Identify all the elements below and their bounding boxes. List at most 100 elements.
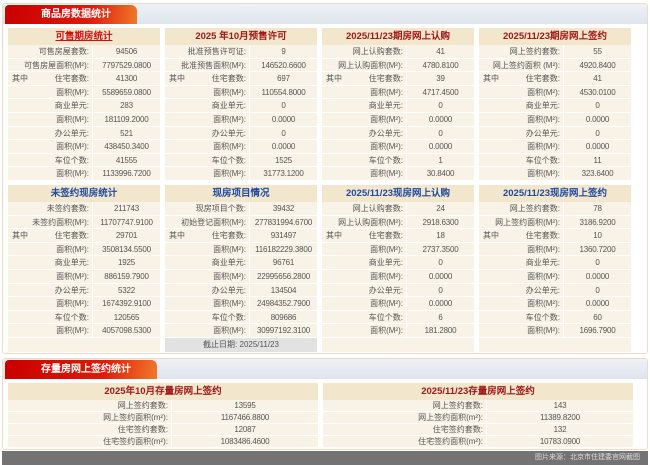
row-label-text: 批准预售许可证: — [187, 47, 246, 56]
row-label: 住宅签约套数: — [117, 425, 168, 434]
row-label: 网上签约套数: — [479, 45, 563, 58]
row-label-text: 未签约套数: — [46, 203, 89, 213]
row-label-text: 面积(M²): — [56, 299, 89, 309]
row-label-text: 可售房屋面积(M²): — [24, 60, 89, 70]
section-tab-resale[interactable]: 存量房网上签约统计 — [5, 360, 157, 379]
table-row: 可售房屋套数: 94506 — [8, 45, 160, 59]
table-row: 面积(M²): 1360.7200 — [479, 242, 631, 257]
row-label-text: 商业单元: — [368, 258, 403, 268]
row-value: 39 — [406, 72, 474, 85]
stats-panel: 2025/11/23现房网上认购 网上认购套数: 24 网上认购面积(M²): 2918… — [322, 184, 474, 352]
row-label: 面积(M²): — [8, 86, 92, 99]
image-source-caption: 图片来源：北京市住建委官网截图 — [2, 451, 648, 465]
row-label: 面积(M²): — [165, 324, 249, 337]
row-value: 4920.8400 — [563, 58, 631, 72]
row-label: 网上签约面积(m²): — [103, 413, 168, 422]
row-label: 住宅签约套数: — [432, 425, 483, 434]
row-label-text: 商业单元: — [211, 101, 246, 111]
row-label-text: 面积(M²): — [370, 326, 403, 336]
row-label: 办公单元: — [479, 127, 563, 140]
row-label-text: 办公单元: — [54, 285, 89, 295]
row-label: 面积(M²): — [479, 167, 563, 180]
stats-panel: 可售期房统计 可售房屋套数: 94506 可售房屋面积(M²): 7797529.080… — [8, 28, 160, 181]
row-value: 29701 — [92, 229, 160, 242]
row-value: 1525 — [249, 153, 317, 167]
table-row: 车位个数: 1525 — [165, 153, 317, 168]
section-header: 商品房数据统计 — [3, 4, 647, 24]
section-tab-new-housing[interactable]: 商品房数据统计 — [5, 5, 137, 24]
stats-panel: 2025 年10月预售许可 批准预售许可证: 9 批准预售面积(M²): 146520.… — [165, 28, 317, 181]
row-label: 批准预售面积(M²): — [165, 59, 249, 72]
row-label: 面积(M²): — [8, 243, 92, 256]
table-row: 其中 住宅套数: 29701 — [8, 229, 160, 243]
row-label-text: 住宅套数: — [368, 231, 403, 241]
row-label: 其中 住宅套数: — [322, 72, 406, 85]
row-label-text: 面积(M²): — [56, 169, 89, 179]
row-value: 41555 — [92, 153, 160, 167]
row-value: 22995656.2800 — [249, 269, 317, 283]
row-value: 10 — [563, 229, 631, 242]
row-label: 现房项目个数: — [165, 202, 249, 215]
table-row: 面积(M²): 0.0000 — [165, 140, 317, 154]
row-label-text: 住宅套数: — [525, 74, 560, 84]
table-row: 办公单元: 521 — [8, 126, 160, 141]
row-value: 12087 — [171, 424, 318, 435]
table-row: 现房项目个数: 39432 — [165, 201, 317, 216]
table-row: 面积(M²): 1696.7900 — [479, 324, 631, 338]
panel-title: 2025年10月存量房网上签约 — [8, 383, 318, 400]
row-value: 116182229.3800 — [249, 242, 317, 256]
row-label-text: 车位个数: — [211, 312, 246, 322]
row-label: 面积(M²): — [479, 324, 563, 337]
table-row: 面积(M²): 0.0000 — [479, 297, 631, 311]
row-label: 商业单元: — [8, 256, 92, 269]
row-value: 4530.0100 — [563, 85, 631, 99]
table-row: 其中 住宅套数: 931497 — [165, 229, 317, 243]
as-of-date: 截止日期: 2025/11/23 — [165, 337, 317, 352]
panel-title[interactable]: 可售期房统计 — [8, 28, 160, 45]
row-label-text: 面积(M²): — [527, 114, 560, 124]
stats-panel: 2025/11/23期房网上签约 网上签约套数: 55 网上签约面积 (M²): 492… — [479, 28, 631, 181]
row-label: 面积(M²): — [165, 140, 249, 153]
table-row: 其中 住宅套数: 39 — [322, 72, 474, 86]
row-label-text: 网上签约套数: — [509, 47, 560, 56]
row-label-text: 网上签约面积(M²): — [495, 217, 560, 227]
row-label: 办公单元: — [8, 127, 92, 140]
table-row: 网上签约面积(m²): 1167466.8800 — [8, 412, 318, 424]
row-value: 55 — [563, 45, 631, 58]
row-label: 办公单元: — [8, 284, 92, 297]
table-row: 面积(M²): 22995656.2800 — [165, 269, 317, 284]
row-label: 面积(M²): — [165, 297, 249, 310]
row-value: 1674392.9100 — [92, 297, 160, 310]
table-row: 面积(M²): 0.0000 — [322, 269, 474, 284]
table-row: 商业单元: 0 — [165, 99, 317, 113]
table-row: 其中 住宅套数: 697 — [165, 72, 317, 86]
row-value: 0 — [406, 256, 474, 269]
row-label: 车位个数: — [479, 311, 563, 324]
row-label-text: 面积(M²): — [370, 87, 403, 97]
table-row: 面积(M²): 438450.3400 — [8, 140, 160, 154]
row-label: 面积(M²): — [479, 113, 563, 126]
panel-title: 2025/11/23存量房网上签约 — [323, 383, 633, 400]
table-row: 办公单元: 134504 — [165, 283, 317, 298]
row-label-text: 面积(M²): — [370, 114, 403, 124]
row-label-text: 车位个数: — [368, 155, 403, 165]
row-label-text: 面积(M²): — [527, 87, 560, 97]
row-value: 120565 — [92, 310, 160, 324]
row-label-text: 网上认购套数: — [352, 203, 403, 213]
row-value: 2918.6300 — [406, 215, 474, 229]
row-label-text: 初始登记面积(M²): — [181, 217, 246, 227]
row-value: 31773.1200 — [249, 167, 317, 180]
row-value: 0.0000 — [249, 112, 317, 126]
row-label: 其中 住宅套数: — [322, 229, 406, 242]
row-prefix: 其中 — [12, 74, 28, 84]
table-row: 办公单元: 0 — [322, 283, 474, 298]
table-row: 商业单元: 96761 — [165, 256, 317, 270]
row-label: 批准预售许可证: — [165, 45, 249, 58]
row-value: 1696.7900 — [563, 324, 631, 337]
row-label-text: 面积(M²): — [56, 114, 89, 124]
row-value: 323.6400 — [563, 167, 631, 180]
row-label-text: 可售房屋套数: — [38, 47, 89, 56]
row-label-text: 面积(M²): — [213, 271, 246, 281]
row-label-text: 商业单元: — [525, 101, 560, 111]
table-row: 车位个数: 6 — [322, 310, 474, 325]
